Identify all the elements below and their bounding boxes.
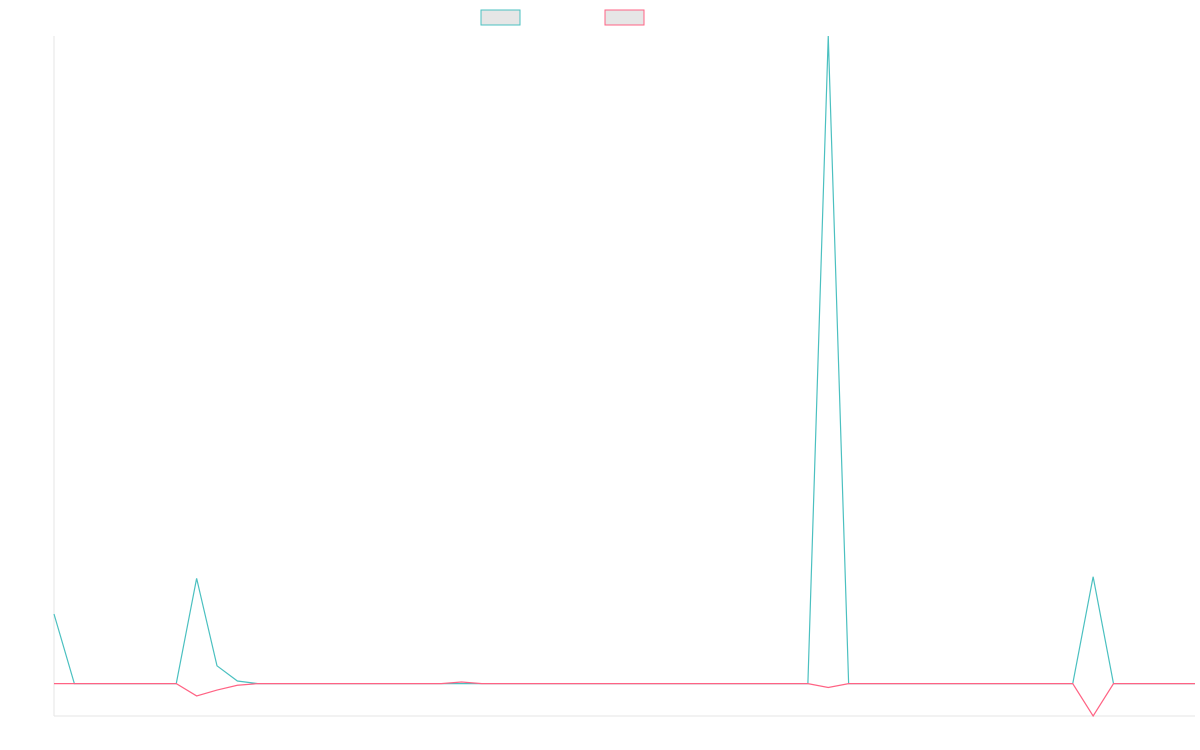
legend[interactable] — [480, 9, 645, 26]
series-line-2 — [54, 681, 1195, 718]
legend-swatch-2[interactable] — [604, 9, 645, 26]
axes — [53, 36, 1195, 717]
series-layer — [53, 35, 1195, 718]
series-line-1 — [53, 35, 1195, 685]
legend-swatch-1[interactable] — [480, 9, 521, 26]
